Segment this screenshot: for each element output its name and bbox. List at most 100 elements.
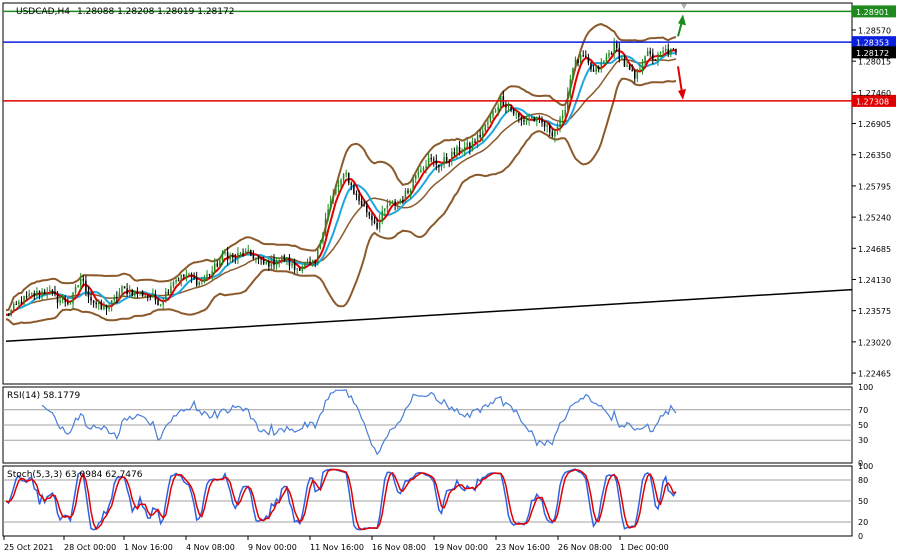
candle-body (572, 67, 574, 80)
candle-body (309, 261, 311, 263)
candle-body (118, 292, 121, 299)
candle-body (250, 250, 252, 256)
level-current-tag (852, 46, 896, 59)
time-tick-label: 11 Nov 16:00 (310, 543, 364, 552)
candle-body (20, 301, 23, 304)
candle-body (412, 179, 414, 191)
candle-body (51, 290, 54, 292)
candle-body (363, 205, 365, 207)
candle-body (36, 291, 38, 296)
candle-body (270, 258, 273, 267)
forecast-arrows (677, 3, 687, 100)
rsi-tick-label: 100 (858, 383, 873, 392)
candle-body (536, 117, 538, 122)
candle-body (376, 222, 378, 229)
candle-body (641, 63, 644, 69)
candle-body (74, 287, 77, 293)
candle-body (103, 305, 105, 310)
candle-body (105, 305, 108, 309)
candle-body (456, 146, 458, 155)
candle-body (608, 53, 610, 57)
price-tick-label: 1.24130 (858, 276, 891, 285)
candle-body (445, 157, 448, 161)
candle-body (417, 172, 420, 176)
candle-body (592, 69, 595, 72)
candle-body (520, 117, 523, 121)
rsi-tick-label: 50 (858, 421, 868, 430)
candle-body (177, 279, 180, 281)
candle-body (350, 183, 353, 186)
candle-body (201, 280, 203, 282)
candle-body (481, 130, 484, 137)
forecast-marker (681, 3, 687, 10)
candle-body (324, 218, 327, 233)
price-tick-label: 1.28570 (858, 26, 891, 35)
candle-body (355, 193, 358, 196)
level-current-tag-label: 1.28172 (856, 49, 889, 58)
candle-body (131, 290, 134, 296)
candle-body (33, 293, 36, 296)
time-tick-label: 1 Nov 16:00 (124, 543, 173, 552)
stoch-tick-label: 0 (858, 532, 863, 541)
candle-body (335, 186, 337, 194)
candle-body (657, 53, 659, 61)
candle-body (409, 190, 412, 193)
candle-body (262, 258, 265, 264)
candle-body (533, 117, 536, 122)
candle-body (510, 107, 512, 111)
candle-body (180, 274, 182, 281)
price-tick-label: 1.27460 (858, 89, 891, 98)
candle-body (275, 262, 278, 266)
trendline (5, 288, 853, 343)
candle-body (108, 305, 110, 309)
candle-body (90, 297, 92, 301)
candle-body (203, 277, 206, 281)
candle-body (87, 291, 90, 298)
candle-body (134, 290, 136, 296)
stoch-indicator: 100 80 50 20 0 (3, 462, 873, 541)
candle-body (554, 129, 556, 137)
candle-body (425, 165, 427, 168)
candle-body (391, 201, 394, 203)
candle-body (438, 164, 440, 167)
candle-body (149, 296, 152, 298)
candle-body (116, 297, 118, 299)
rsi-indicator: 100 70 50 30 0 (3, 383, 873, 468)
candle-body (278, 259, 280, 263)
horizontal-levels (3, 10, 852, 102)
candle-body (273, 258, 275, 266)
stoch-label: Stoch(5,3,3) 63.0984 62.7476 (7, 470, 143, 480)
candle-body (15, 303, 18, 305)
price-tick-label: 1.28015 (858, 58, 891, 67)
rsi-label: RSI(14) 58.1779 (7, 391, 80, 401)
candle-body (85, 280, 87, 292)
candle-body (443, 157, 445, 163)
candle-body (440, 162, 443, 167)
candle-body (332, 193, 335, 202)
chart-header-symbol: USDCAD,H4 (16, 7, 70, 17)
rsi-line (41, 389, 677, 456)
candle-body (59, 300, 61, 303)
candle-body (402, 199, 404, 201)
candle-body (636, 69, 639, 79)
candle-body (458, 146, 461, 152)
candle-body (353, 185, 355, 194)
candle-body (208, 274, 211, 276)
candle-body (492, 111, 494, 117)
moving-averages (5, 49, 677, 316)
candle-body (286, 257, 288, 260)
candle-body (579, 55, 582, 64)
candle-body (479, 134, 481, 137)
candle-body (61, 298, 64, 301)
candle-body (389, 201, 391, 206)
candle-body (512, 110, 515, 114)
candle-body (77, 285, 79, 288)
candle-body (306, 261, 309, 263)
candle-body (569, 79, 572, 93)
rsi-tick-label: 70 (858, 406, 868, 415)
candle-body (621, 58, 623, 60)
candle-body (293, 263, 296, 270)
candle-body (247, 250, 249, 252)
candle-body (190, 273, 193, 278)
